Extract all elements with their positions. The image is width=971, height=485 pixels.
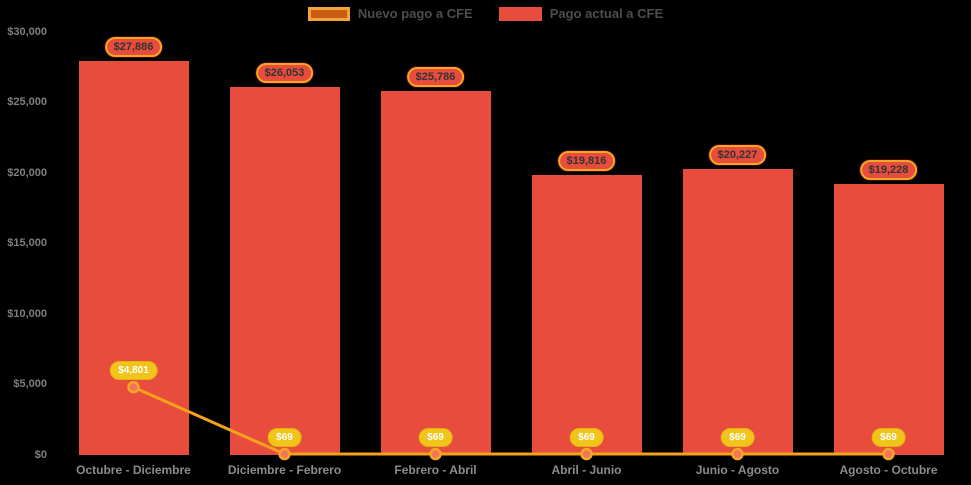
x-axis-category-label: Junio - Agosto <box>695 463 780 477</box>
line-point[interactable] <box>731 447 744 461</box>
y-axis-tick-label: $0 <box>34 449 47 461</box>
line-value-label: $69 <box>871 428 906 448</box>
y-axis-tick-label: $15,000 <box>7 237 47 250</box>
legend: Nuevo pago a CFE Pago actual a CFE <box>0 6 971 21</box>
bar-value-label: $25,786 <box>406 66 465 87</box>
bar-value-label: $20,227 <box>708 145 767 166</box>
bar-pago-actual[interactable] <box>380 90 491 455</box>
bar-value-label: $27,886 <box>104 37 163 58</box>
legend-label-nuevo-pago: Nuevo pago a CFE <box>357 6 473 21</box>
line-value-label: $69 <box>720 428 755 448</box>
line-value-label: $69 <box>569 428 604 448</box>
legend-swatch-pago-actual <box>498 6 542 21</box>
bar-value-label: $19,816 <box>557 151 616 172</box>
line-point[interactable] <box>580 447 593 461</box>
line-value-label: $4,801 <box>109 361 158 381</box>
y-axis-tick-label: $20,000 <box>7 166 47 179</box>
line-point[interactable] <box>278 447 291 461</box>
x-axis-category-label: Febrero - Abril <box>394 463 477 477</box>
x-axis-category-label: Octubre - Diciembre <box>76 463 191 477</box>
y-axis-tick-label: $30,000 <box>7 25 47 38</box>
line-point[interactable] <box>882 447 895 461</box>
x-axis-category-label: Diciembre - Febrero <box>227 463 342 477</box>
bar-value-label: $19,228 <box>859 159 918 180</box>
legend-label-pago-actual: Pago actual a CFE <box>549 6 664 21</box>
y-axis-tick-label: $25,000 <box>7 96 47 109</box>
line-nuevo-pago <box>132 385 889 456</box>
x-axis-category-label: Abril - Junio <box>551 463 622 477</box>
x-axis-category-label: Agosto - Octubre <box>839 463 938 477</box>
legend-item-nuevo-pago[interactable]: Nuevo pago a CFE <box>307 6 473 21</box>
bar-pago-actual[interactable] <box>833 183 944 455</box>
y-axis-tick-label: $10,000 <box>7 307 47 320</box>
y-axis-tick-label: $5,000 <box>13 378 47 391</box>
line-point[interactable] <box>429 447 442 461</box>
line-point[interactable] <box>127 380 140 394</box>
bar-pago-actual[interactable] <box>229 87 340 455</box>
bar-pago-actual[interactable] <box>531 175 642 455</box>
bar-value-label: $26,053 <box>255 63 314 84</box>
legend-swatch-nuevo-pago <box>307 6 350 21</box>
legend-item-pago-actual[interactable]: Pago actual a CFE <box>498 6 664 21</box>
bar-pago-actual[interactable] <box>682 169 793 455</box>
line-value-label: $69 <box>267 428 302 448</box>
line-value-label: $69 <box>418 428 453 448</box>
